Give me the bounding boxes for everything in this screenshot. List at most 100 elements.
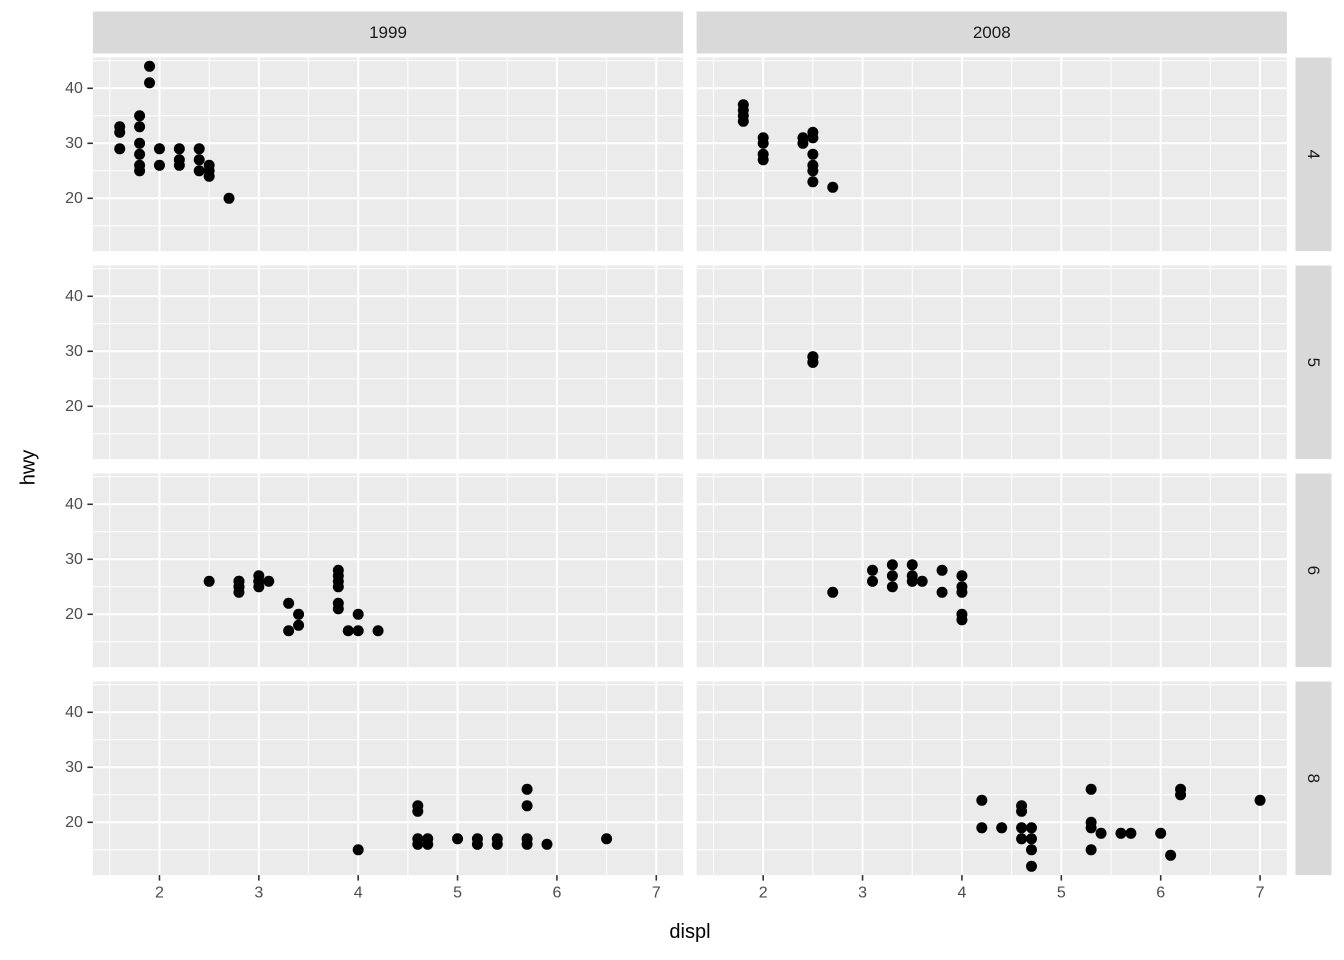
data-point	[114, 143, 126, 155]
facet-row-strip	[1295, 57, 1332, 252]
facet-row-strip	[1295, 473, 1332, 668]
data-point	[1016, 833, 1028, 845]
data-point	[412, 805, 424, 817]
data-point	[1026, 844, 1038, 856]
y-tick-label: 40	[65, 80, 83, 97]
data-point	[153, 143, 165, 155]
data-point	[144, 77, 156, 89]
data-point	[807, 165, 819, 177]
data-point	[757, 137, 769, 149]
x-tick-label: 2	[155, 885, 164, 902]
data-point	[1115, 827, 1127, 839]
facet-row-label: 6	[1304, 566, 1323, 575]
data-point	[886, 570, 898, 582]
data-point	[906, 559, 918, 571]
y-tick-label: 40	[65, 288, 83, 305]
y-tick-label: 30	[65, 759, 83, 776]
data-point	[521, 783, 533, 795]
panel-background	[696, 681, 1287, 876]
data-point	[757, 154, 769, 166]
y-tick-label: 40	[65, 496, 83, 513]
data-point	[1165, 849, 1177, 861]
data-point	[886, 581, 898, 593]
data-point	[372, 625, 384, 637]
data-point	[173, 143, 185, 155]
data-point	[193, 165, 205, 177]
data-point	[1254, 794, 1266, 806]
data-point	[173, 159, 185, 171]
data-point	[352, 625, 364, 637]
data-point	[1125, 827, 1137, 839]
facet-row-label: 8	[1304, 774, 1323, 783]
y-axis-title: hwy	[17, 449, 40, 486]
data-point	[153, 159, 165, 171]
data-point	[471, 838, 483, 850]
x-tick-label: 6	[1156, 885, 1165, 902]
data-point	[1085, 783, 1097, 795]
data-point	[1026, 860, 1038, 872]
data-point	[737, 115, 749, 127]
data-point	[1175, 789, 1187, 801]
data-point	[134, 121, 146, 133]
data-point	[1016, 822, 1028, 834]
data-point	[916, 575, 928, 587]
data-point	[827, 181, 839, 193]
x-tick-label: 6	[552, 885, 561, 902]
data-point	[283, 597, 295, 609]
data-point	[263, 575, 275, 587]
panel-background	[696, 473, 1287, 668]
x-tick-label: 2	[759, 885, 768, 902]
data-point	[203, 575, 215, 587]
y-tick-label: 30	[65, 551, 83, 568]
data-point	[866, 564, 878, 576]
facet-col-strip	[92, 11, 684, 54]
data-point	[352, 844, 364, 856]
x-tick-label: 7	[652, 885, 661, 902]
data-point	[293, 619, 305, 631]
x-tick-label: 4	[957, 885, 966, 902]
data-point	[342, 625, 354, 637]
data-point	[797, 137, 809, 149]
data-point	[1016, 805, 1028, 817]
x-tick-label: 4	[354, 885, 363, 902]
data-point	[1155, 827, 1167, 839]
data-point	[936, 564, 948, 576]
facet-row-strip	[1295, 265, 1332, 460]
data-point	[956, 614, 968, 626]
x-tick-label: 5	[453, 885, 462, 902]
data-point	[866, 575, 878, 587]
x-axis-title: displ	[669, 921, 711, 943]
data-point	[114, 126, 126, 138]
facet-col-label: 2008	[973, 23, 1011, 42]
data-point	[827, 586, 839, 598]
y-tick-label: 30	[65, 135, 83, 152]
data-point	[976, 822, 988, 834]
data-point	[283, 625, 295, 637]
facet-col-label: 1999	[369, 23, 407, 42]
data-point	[134, 110, 146, 122]
data-point	[491, 838, 503, 850]
data-point	[144, 60, 156, 72]
data-point	[886, 559, 898, 571]
y-tick-label: 20	[65, 190, 83, 207]
data-point	[422, 838, 434, 850]
data-point	[807, 176, 819, 188]
data-point	[807, 356, 819, 368]
data-point	[936, 586, 948, 598]
x-tick-label: 7	[1256, 885, 1265, 902]
facet-row-label: 5	[1304, 358, 1323, 367]
panel-background	[92, 473, 684, 668]
data-point	[1026, 822, 1038, 834]
data-point	[134, 148, 146, 160]
data-point	[193, 143, 205, 155]
y-tick-label: 20	[65, 398, 83, 415]
data-point	[332, 581, 344, 593]
y-tick-label: 40	[65, 704, 83, 721]
facet-col-strip	[696, 11, 1287, 54]
data-point	[412, 838, 424, 850]
data-point	[601, 833, 613, 845]
data-point	[253, 581, 265, 593]
data-point	[1026, 833, 1038, 845]
data-point	[193, 154, 205, 166]
